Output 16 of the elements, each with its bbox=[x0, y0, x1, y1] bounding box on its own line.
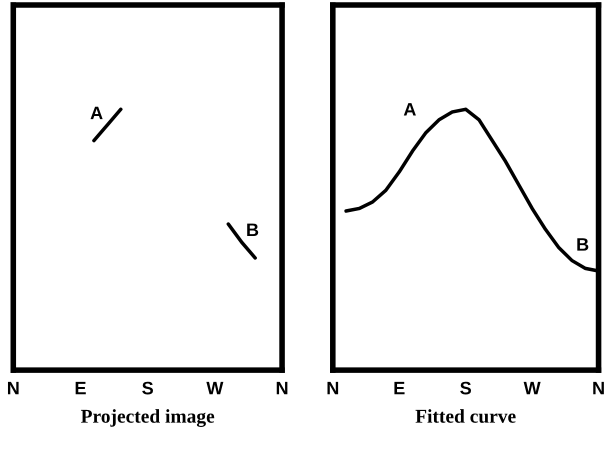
x-tick-label: W bbox=[524, 382, 541, 394]
x-tick-label: N bbox=[593, 382, 604, 394]
x-tick-label: W bbox=[206, 382, 224, 394]
x-tick-label: S bbox=[142, 382, 153, 394]
annotation: B bbox=[577, 238, 588, 251]
annotation: B bbox=[247, 224, 258, 236]
x-axis-title: Projected image bbox=[80, 409, 214, 427]
x-tick-label: E bbox=[76, 382, 86, 394]
x-tick-label: S bbox=[460, 382, 471, 394]
x-tick-label: N bbox=[8, 382, 19, 394]
annotation: A bbox=[404, 103, 416, 116]
annotation: A bbox=[90, 106, 103, 120]
x-tick-label: N bbox=[327, 382, 338, 394]
x-tick-label: E bbox=[394, 382, 405, 394]
x-tick-label: N bbox=[276, 382, 288, 394]
x-axis-title: Fitted curve bbox=[416, 409, 516, 423]
